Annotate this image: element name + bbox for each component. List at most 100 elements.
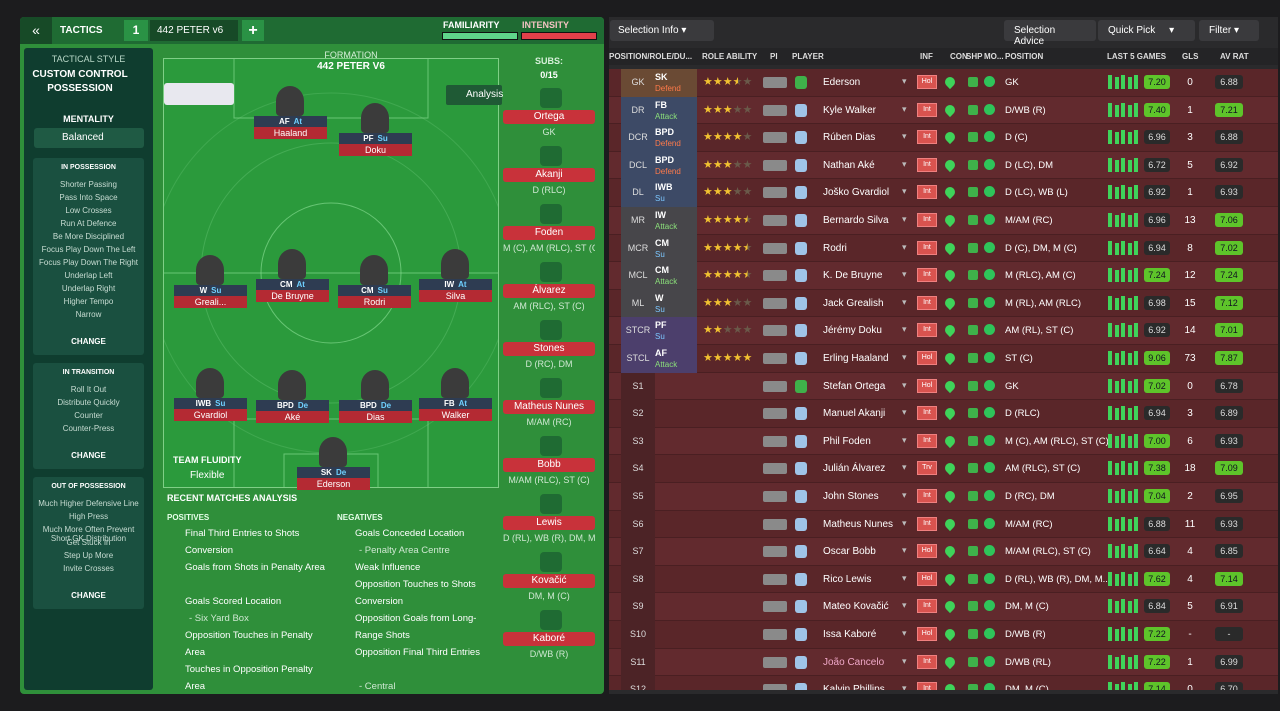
tab-label[interactable]: TACTICS bbox=[60, 25, 103, 36]
role: BPD bbox=[276, 401, 294, 410]
column-header[interactable]: SHP bbox=[966, 52, 983, 61]
instruction: Counter bbox=[74, 411, 103, 420]
player-row[interactable]: S3 Phil Foden ▾ Int M (C), AM (RLC), ST (C) 7… bbox=[609, 427, 1278, 456]
dropdown: ▾ bbox=[902, 131, 907, 142]
player-row[interactable]: MCL CM Attack ★★★★★ K. De Bruyne ▾ Int M (RLC),… bbox=[609, 262, 1278, 290]
column-header[interactable]: ROLE ABILITY bbox=[702, 52, 758, 61]
add-tactic[interactable]: + bbox=[242, 20, 264, 41]
sub-name[interactable]: Lewis bbox=[503, 516, 595, 530]
column-header[interactable]: GLS bbox=[1182, 52, 1199, 61]
player-card[interactable]: AF At Haaland bbox=[254, 116, 327, 140]
role: W bbox=[655, 292, 664, 303]
player-card[interactable]: W Su Greali... bbox=[174, 285, 247, 309]
player-row[interactable]: GK SK Defend ★★★★★ Ederson ▾ Hol GK 7.20 0 6.88 bbox=[609, 69, 1278, 97]
sub-name[interactable]: Álvarez bbox=[503, 284, 595, 298]
player-row[interactable]: S10 Issa Kaboré ▾ Hol D/WB (R) 7.22 - - bbox=[609, 621, 1278, 649]
morale-icon bbox=[984, 186, 995, 198]
player-row[interactable]: STCR PF Su ★★★★★ Jérémy Doku ▾ Int AM (RL), ST … bbox=[609, 317, 1278, 345]
selection-info-button[interactable]: Selection Info ▾ bbox=[610, 20, 714, 41]
player-row[interactable]: S5 John Stones ▾ Int D (RC), DM 7.04 2 6.95 bbox=[609, 483, 1278, 511]
tactic-name[interactable]: 442 PETER v6 bbox=[150, 20, 238, 41]
sub-name[interactable]: Kaboré bbox=[503, 632, 595, 646]
sharpness-icon bbox=[968, 435, 978, 446]
form-bar bbox=[1114, 270, 1119, 283]
player-row[interactable]: STCL AF Attack ★★★★★ Erling Haaland ▾ Hol ST (C… bbox=[609, 345, 1278, 373]
player-row[interactable]: S9 Mateo Kovačić ▾ Int DM, M (C) 6.84 5 6.91 bbox=[609, 593, 1278, 621]
analysis-button[interactable]: Analysis bbox=[446, 85, 503, 105]
player-row[interactable]: S4 Julián Álvarez ▾ Trv AM (RLC), ST (C) 7.38… bbox=[609, 455, 1278, 483]
player-row[interactable]: DR FB Attack ★★★★★ Kyle Walker ▾ Int D/WB (R) 7.… bbox=[609, 96, 1278, 125]
column-header[interactable]: LAST 5 GAMES bbox=[1107, 52, 1167, 61]
form-bar bbox=[1114, 435, 1119, 448]
sub-name[interactable]: Bobb bbox=[503, 458, 595, 472]
sharpness-icon bbox=[968, 77, 978, 87]
player-card[interactable]: IW At Silva bbox=[419, 279, 492, 303]
shirt-icon bbox=[795, 379, 807, 393]
star: ★ bbox=[712, 103, 723, 116]
back-button[interactable]: « bbox=[20, 17, 52, 44]
position-slot: MCL bbox=[621, 262, 655, 290]
table-header: POSITION/ROLE/DU... ROLE ABILITY PI PLAYER I… bbox=[609, 48, 1278, 65]
last-five-bars bbox=[1108, 489, 1140, 503]
selection-advice-button[interactable]: Selection Advice bbox=[1004, 20, 1096, 47]
positions: D (RC), DM bbox=[1005, 491, 1055, 502]
player-card[interactable]: IWB Su Gvardiol bbox=[174, 398, 247, 422]
change-button[interactable]: CHANGE bbox=[71, 337, 106, 346]
player-row[interactable]: MR IW Attack ★★★★★ Bernardo Silva ▾ Int M/AM (R… bbox=[609, 207, 1278, 235]
player-card[interactable]: BPD De Dias bbox=[339, 400, 412, 424]
sub-name[interactable]: Matheus Nunes bbox=[503, 400, 595, 414]
column-header[interactable]: INF bbox=[920, 52, 933, 61]
form-bar bbox=[1134, 627, 1138, 641]
player-card[interactable]: PF Su Doku bbox=[339, 133, 412, 157]
pi-icon bbox=[763, 629, 787, 640]
column-header[interactable]: POSITION/ROLE/DU... bbox=[609, 52, 693, 61]
positions: D/WB (R) bbox=[1005, 104, 1046, 116]
player-row[interactable]: DCL BPD Defend ★★★★★ Nathan Aké ▾ Int D (LC), D… bbox=[609, 151, 1278, 180]
player-row[interactable]: MCR CM Su ★★★★★ Rodri ▾ Int D (C), DM, M (C) 6.9… bbox=[609, 234, 1278, 263]
filter-button[interactable]: Filter ▾ bbox=[1199, 20, 1259, 41]
change-button[interactable]: CHANGE bbox=[71, 591, 106, 600]
sub-name[interactable]: Stones bbox=[503, 342, 595, 356]
player-card[interactable]: CM At De Bruyne bbox=[256, 279, 329, 303]
player-row[interactable]: S2 Manuel Akanji ▾ Int D (RLC) 6.94 3 6.89 bbox=[609, 400, 1278, 428]
player-row[interactable]: DL IWB Su ★★★★★ Joško Gvardiol ▾ Int D (LC), WB… bbox=[609, 179, 1278, 207]
sub-name[interactable]: Ortega bbox=[503, 110, 595, 124]
sub-name[interactable]: Akanji bbox=[503, 168, 595, 182]
morale-icon bbox=[984, 352, 995, 363]
analysis-title[interactable]: RECENT MATCHES ANALYSIS bbox=[167, 493, 298, 503]
column-header[interactable]: CON bbox=[950, 52, 968, 61]
player-row[interactable]: S12 Kalvin Phillips ▾ Int DM, M (C) 7.14 0 6.70 bbox=[609, 676, 1278, 690]
column-header[interactable]: MO... bbox=[984, 52, 1004, 61]
player-row[interactable]: S11 João Cancelo ▾ Int D/WB (RL) 7.22 1 6.99 bbox=[609, 648, 1278, 677]
star: ★ bbox=[703, 324, 713, 337]
player-card[interactable]: SK De Ederson bbox=[297, 467, 370, 491]
column-header[interactable]: POSITION bbox=[1005, 52, 1044, 61]
player-row[interactable]: S7 Oscar Bobb ▾ Hol M/AM (RLC), ST (C) 6.64 4 6… bbox=[609, 538, 1278, 566]
last-five-bars bbox=[1108, 75, 1140, 89]
player-row[interactable]: ML W Su ★★★★★ Jack Grealish ▾ Int M (RL), AM (R… bbox=[609, 289, 1278, 318]
positions: AM (RLC), ST (C) bbox=[1005, 463, 1081, 475]
player-card[interactable]: CM Su Rodri bbox=[338, 285, 411, 309]
player-row[interactable]: DCR BPD Defend ★★★★★ Rúben Dias ▾ Int D (C) 6.96… bbox=[609, 124, 1278, 152]
condition-icon bbox=[942, 461, 958, 476]
condition-icon bbox=[942, 516, 958, 531]
mentality-value[interactable]: Balanced bbox=[34, 128, 144, 148]
player-row[interactable]: S6 Matheus Nunes ▾ Int M/AM (RC) 6.88 11 6.93 bbox=[609, 510, 1278, 539]
column-header[interactable]: PLAYER bbox=[792, 52, 824, 61]
player-row[interactable]: S1 Stefan Ortega ▾ Hol GK 7.02 0 6.78 bbox=[609, 372, 1278, 401]
quick-pick-button[interactable]: Quick Pick ▾ bbox=[1098, 20, 1195, 41]
sub-name[interactable]: Foden bbox=[503, 226, 595, 240]
recent-rating: 7.24 bbox=[1144, 268, 1170, 283]
player-card[interactable]: FB At Walker bbox=[419, 398, 492, 422]
column-header[interactable]: AV RAT bbox=[1220, 52, 1249, 61]
column-header[interactable]: PI bbox=[770, 52, 778, 61]
player-row[interactable]: S8 Rico Lewis ▾ Hol D (RL), WB (R), DM, M...… bbox=[609, 565, 1278, 594]
tactic-number[interactable]: 1 bbox=[124, 20, 148, 41]
positions: D (LC), WB (L) bbox=[1005, 187, 1068, 199]
sub-name[interactable]: Kovačić bbox=[503, 574, 595, 588]
form-bar bbox=[1134, 102, 1138, 117]
formation-name[interactable]: 442 PETER V6 bbox=[317, 61, 385, 72]
change-button[interactable]: CHANGE bbox=[71, 451, 106, 460]
goals: 4 bbox=[1187, 573, 1193, 585]
player-card[interactable]: BPD De Aké bbox=[256, 400, 329, 424]
